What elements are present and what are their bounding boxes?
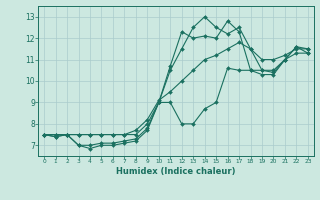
X-axis label: Humidex (Indice chaleur): Humidex (Indice chaleur) xyxy=(116,167,236,176)
